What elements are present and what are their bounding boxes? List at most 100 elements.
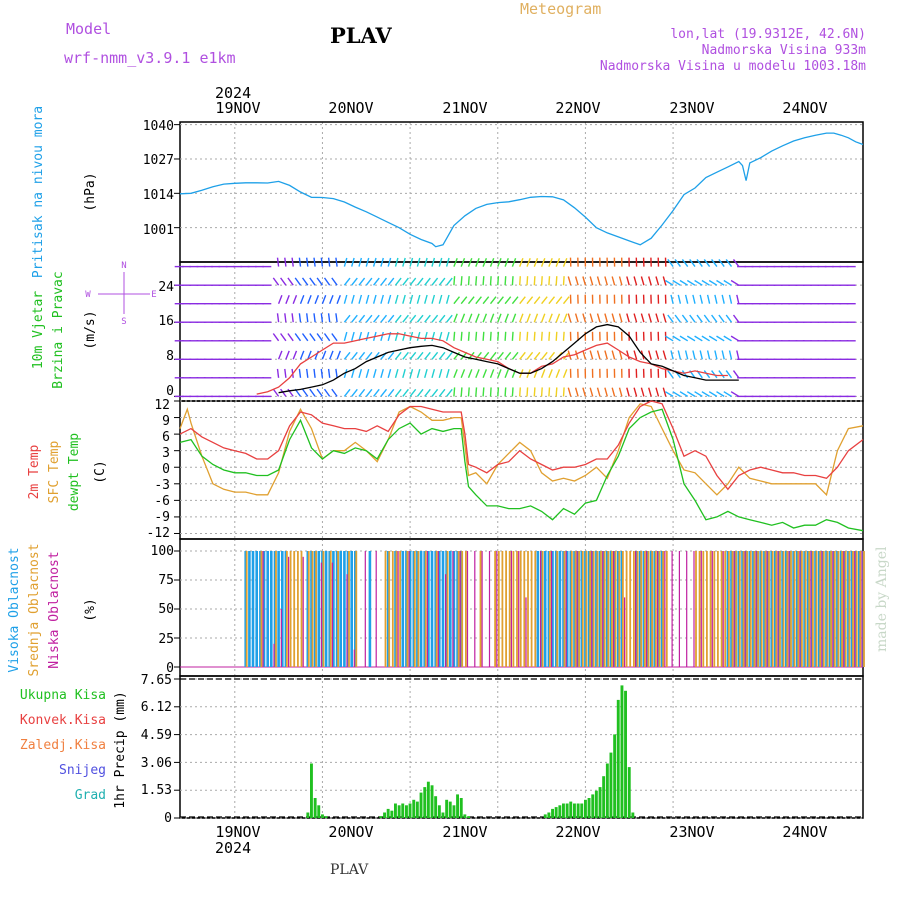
wind-arrow	[314, 295, 320, 304]
wind-arrow	[358, 351, 366, 360]
wind-arrow	[618, 350, 623, 360]
wind-arrow	[548, 369, 553, 379]
precip-ytick-3: 4.59	[141, 728, 172, 743]
precip-bar	[594, 790, 598, 818]
wind-arrow	[672, 391, 681, 397]
wind-arrow	[732, 370, 740, 379]
wind-arrow	[284, 313, 287, 323]
wind-arrow	[562, 276, 565, 286]
wind-arrow	[511, 331, 514, 341]
precip-bar	[587, 798, 591, 818]
wind-arrow	[460, 331, 463, 341]
wind-arrow	[665, 279, 674, 286]
wind-arrow	[497, 351, 504, 360]
wind-arrow	[438, 388, 446, 397]
wind-arrow	[604, 313, 608, 323]
top-day-label-3: 21NOV	[442, 99, 487, 117]
wind-arrow	[716, 391, 725, 397]
wind-arrow	[380, 331, 384, 341]
wind-arrow	[489, 296, 497, 305]
wind-arrow	[482, 387, 485, 397]
wind-ytick-3: 8	[166, 349, 174, 364]
high-cloud-label: Visoka Oblacnost	[7, 547, 22, 672]
wind-arrow	[689, 258, 696, 268]
precip-bar	[565, 803, 569, 818]
wind-arrow	[562, 331, 565, 341]
wind-arrow	[511, 387, 514, 397]
wind-arrow	[604, 387, 608, 397]
wind-arrow	[511, 296, 519, 305]
wind-arrow	[716, 279, 725, 286]
wind-arrow	[276, 257, 280, 267]
wind-arrow	[453, 331, 456, 341]
wind-arrow	[736, 294, 740, 304]
wind-arrow	[548, 313, 553, 323]
elevation-text: Nadmorska Visina 933m	[702, 43, 867, 58]
wind-arrow	[431, 314, 439, 323]
temp-ytick-6: -3	[154, 478, 170, 493]
wind-arrow	[409, 257, 414, 267]
pressure-ytick-2: 1027	[143, 153, 174, 168]
wind-arrow	[431, 277, 439, 286]
dewpt-temp-label: dewpt Temp	[67, 433, 82, 511]
precip-bar	[631, 812, 635, 818]
precip-bar	[554, 807, 558, 818]
top-day-label-2: 20NOV	[328, 99, 373, 117]
wind-arrow	[540, 257, 546, 267]
top-day-label-6: 24NOV	[782, 99, 827, 117]
wind-arrow	[446, 277, 453, 286]
wind-arrow	[387, 351, 395, 360]
wind-arrow	[497, 276, 500, 286]
wind-arrow	[662, 387, 667, 397]
wind-arrow	[320, 313, 324, 323]
wind-arrow	[365, 277, 373, 286]
wind-arrow	[320, 368, 324, 378]
wind-arrow	[351, 277, 358, 286]
wind-arrow	[526, 296, 534, 305]
wind-arrow	[351, 388, 358, 397]
wind-arrow	[358, 257, 363, 267]
wind-arrow	[276, 313, 280, 323]
precip-bar	[456, 794, 459, 818]
temp2m-label: 2m Temp	[27, 444, 42, 499]
wind-arrow	[497, 331, 500, 341]
precip-bar	[463, 814, 467, 818]
wind-arrow	[438, 351, 446, 360]
bottom-day-label-6: 24NOV	[782, 823, 827, 841]
wind-arrow	[725, 258, 733, 268]
wind-arrow	[679, 391, 689, 397]
wind-arrow	[548, 296, 556, 305]
wind-arrow	[467, 387, 470, 397]
wind-arrow	[730, 335, 740, 342]
wind-arrow	[725, 370, 733, 379]
wind-arrow	[596, 313, 601, 323]
wind-arrow	[504, 387, 507, 397]
wind-arrow	[574, 313, 579, 323]
wind-arrow	[540, 331, 543, 341]
wind-arrow	[526, 331, 529, 341]
wind-arrow	[533, 257, 539, 267]
wind-arrow	[708, 391, 718, 397]
wind-gust-line	[256, 333, 728, 395]
precip-bar	[558, 805, 562, 818]
station-title: PLAV	[330, 23, 392, 48]
wind-arrow	[460, 276, 463, 286]
wind-arrow	[718, 258, 725, 268]
pressure-ytick-4: 1001	[143, 223, 174, 238]
wind-arrow	[699, 350, 703, 360]
precip-bar	[419, 792, 423, 818]
wind-arrow	[696, 314, 703, 323]
wind-arrow	[582, 387, 587, 397]
wind-arrow	[387, 388, 395, 397]
wind-arrow	[694, 279, 703, 286]
wind-arrow	[276, 368, 280, 378]
precip-snow-label: Snijeg	[59, 763, 106, 778]
wind-arrow	[467, 296, 475, 305]
wind-arrow	[394, 369, 399, 378]
wind-arrow	[489, 387, 492, 397]
wind-arrow	[730, 279, 740, 286]
wind-arrow	[431, 351, 439, 360]
wind-arrow	[475, 296, 482, 305]
wind-arrow	[284, 368, 287, 378]
wind-arrow	[482, 257, 488, 267]
